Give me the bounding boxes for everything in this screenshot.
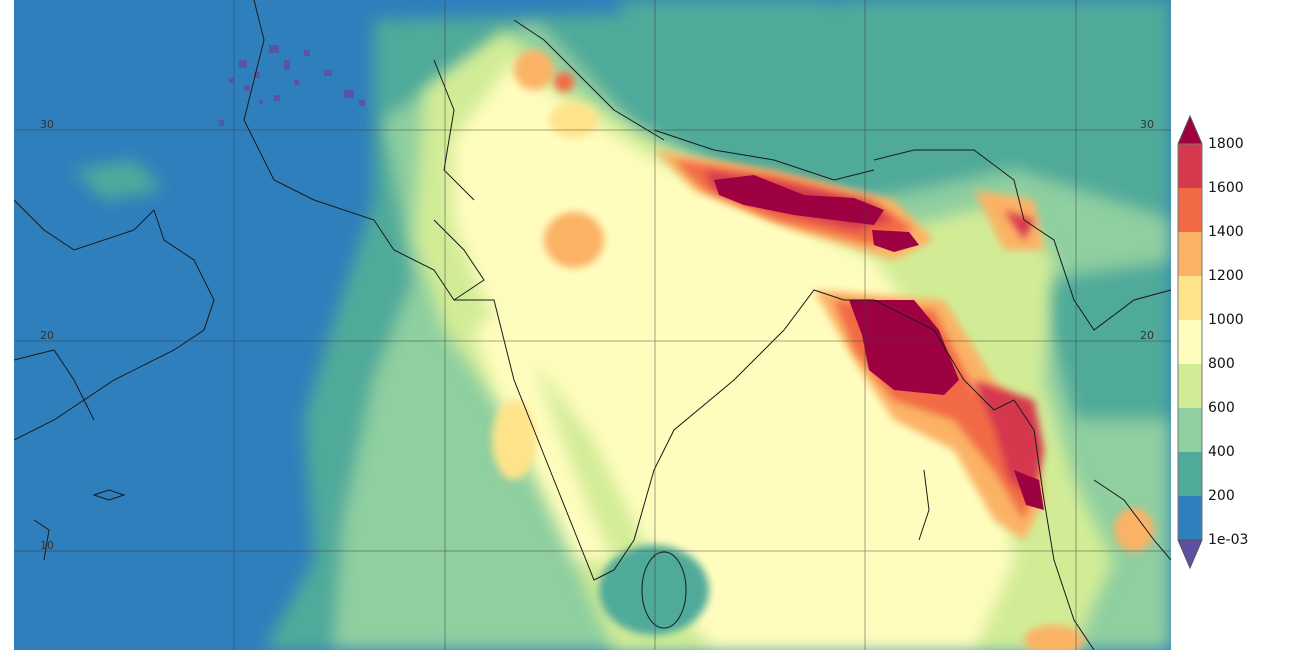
colorbar-bin xyxy=(1178,232,1202,276)
graticule xyxy=(14,0,1171,650)
lat-labels-right: 30 20 xyxy=(1140,118,1154,342)
lat-label-10-left: 10 xyxy=(40,539,54,552)
colorbar-tick-label: 600 xyxy=(1208,400,1235,416)
colorbar-tick-label: 1e-03 xyxy=(1208,532,1249,548)
colorbar-bin xyxy=(1178,188,1202,232)
lat-label-20-left: 20 xyxy=(40,329,54,342)
colorbar-tick-label: 1600 xyxy=(1208,180,1244,196)
field-extreme xyxy=(714,175,1044,510)
colorbar-tick-label: 1000 xyxy=(1208,312,1244,328)
colorbar-bin xyxy=(1178,452,1202,496)
colorbar-bin xyxy=(1178,496,1202,540)
lat-labels-left: 30 20 10 xyxy=(40,118,54,552)
colorbar-tick-label: 400 xyxy=(1208,444,1235,460)
colorbar-graphic xyxy=(1177,114,1203,570)
precipitation-map[interactable]: 30 20 10 30 20 xyxy=(14,0,1171,650)
lat-label-30-right: 30 xyxy=(1140,118,1154,131)
field-srilanka xyxy=(599,545,709,635)
colorbar-tick-label: 200 xyxy=(1208,488,1235,504)
map-panel[interactable]: 30 20 10 30 20 xyxy=(14,0,1171,650)
lat-label-20-right: 20 xyxy=(1140,329,1154,342)
colorbar-tick-label: 1800 xyxy=(1208,136,1244,152)
colorbar-tick-label: 1200 xyxy=(1208,268,1244,284)
colorbar-bin xyxy=(1178,408,1202,452)
colorbar-tick-label: 800 xyxy=(1208,356,1235,372)
coastlines xyxy=(14,0,1171,650)
colorbar-bin xyxy=(1178,144,1202,188)
colorbar-bin xyxy=(1178,320,1202,364)
field-mid xyxy=(414,30,1114,650)
colorbar-bin xyxy=(1178,276,1202,320)
colorbar-legend: 1800 1600 1400 1200 1000 800 600 400 200 1e-03 xyxy=(1172,112,1298,572)
colorbar-bin xyxy=(1178,364,1202,408)
colorbar-tick-label: 1400 xyxy=(1208,224,1244,240)
colorbar-under-triangle xyxy=(1177,539,1203,570)
purple-speckles xyxy=(219,45,365,126)
lat-label-30-left: 30 xyxy=(40,118,54,131)
colorbar-over-triangle xyxy=(1177,114,1203,145)
